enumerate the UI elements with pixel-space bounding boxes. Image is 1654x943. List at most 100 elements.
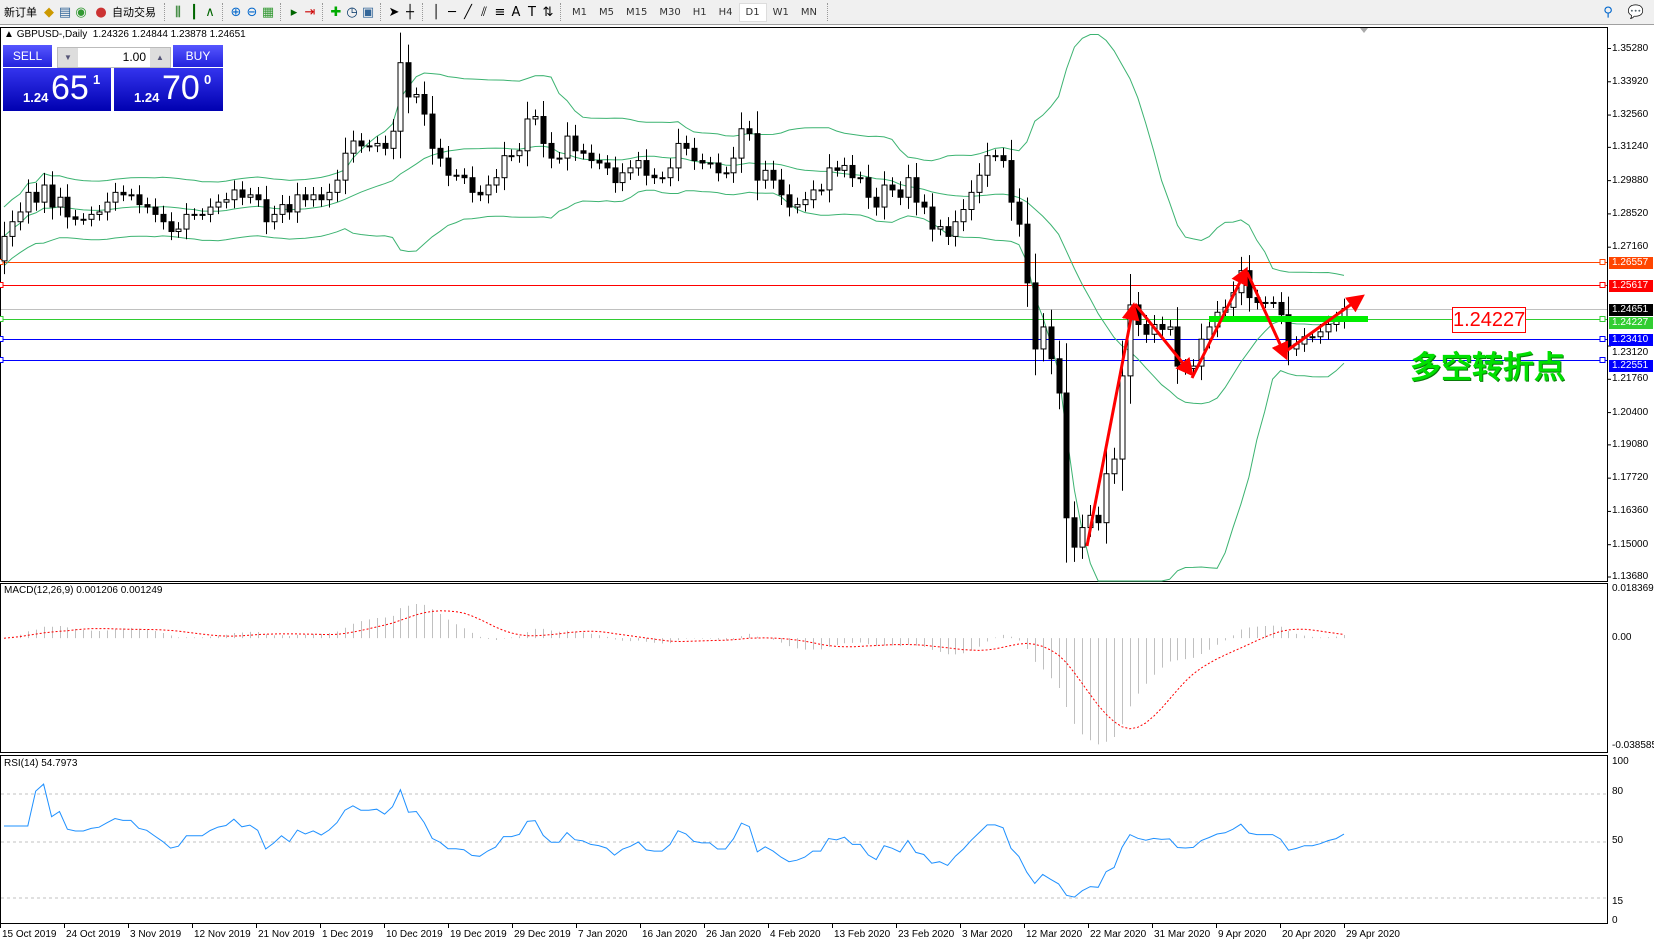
bearish-candle	[873, 196, 880, 208]
trendline-icon[interactable]: ╱	[464, 4, 472, 20]
bearish-candle	[120, 191, 127, 196]
bearish-candle	[1016, 201, 1023, 225]
bullish-candle	[1262, 301, 1269, 304]
text-icon[interactable]: A	[511, 4, 521, 20]
periods-icon[interactable]: ◷	[346, 4, 358, 20]
bearish-candle	[1048, 326, 1055, 360]
timeframe-m1[interactable]: M1	[572, 6, 587, 18]
level-price-label: 1.22551	[1609, 359, 1653, 372]
equidistant-channel-icon[interactable]: ⫽	[481, 4, 487, 20]
templates-icon[interactable]: ▣	[361, 4, 375, 20]
new-order-button[interactable]: 新订单	[0, 1, 41, 23]
market-watch-icon[interactable]: ◆	[44, 4, 54, 20]
crosshair-icon[interactable]: ┼	[406, 4, 414, 20]
price-tick-label: 1.20400	[1612, 406, 1649, 418]
level-handle	[0, 357, 4, 363]
timeframe-m5[interactable]: M5	[599, 6, 614, 18]
timeframe-h4[interactable]: H4	[718, 6, 733, 18]
timeframe-mn[interactable]: MN	[800, 6, 817, 18]
fibonacci-icon[interactable]: ≡	[494, 4, 506, 20]
chat-icon[interactable]: 💬	[1627, 4, 1645, 20]
new-order-label: 新订单	[4, 6, 37, 19]
bullish-candle	[905, 177, 912, 198]
bearish-candle	[286, 204, 293, 213]
bullish-candle	[96, 211, 103, 215]
timeframe-h1[interactable]: H1	[692, 6, 707, 18]
toolbar: 新订单 ◆ ▤ ◉ ● 自动交易 ⫼ ┃ ∧ ⊕ ⊖ ▦ ▸ ⇥ ✚ ◷ ▣ ➤ …	[0, 0, 1654, 25]
sell-button[interactable]: SELL	[3, 45, 52, 67]
price-annotation-box[interactable]: 1.24227	[1452, 307, 1526, 333]
bearish-candle	[889, 184, 896, 191]
arrows-icon[interactable]: ⇅	[542, 4, 554, 20]
turning-point-annotation[interactable]: 多空转折点	[1410, 350, 1565, 386]
bullish-candle	[1206, 326, 1213, 340]
bullish-candle	[1167, 326, 1174, 330]
bearish-candle	[929, 206, 936, 230]
macd-axis-max: 0.018369	[1612, 583, 1654, 594]
timeframe-w1[interactable]: W1	[772, 6, 789, 18]
lot-size-value: 1.00	[122, 50, 146, 64]
lot-size-input[interactable]: ▼ 1.00 ▲	[57, 47, 171, 68]
price-tick-label: 1.27160	[1612, 241, 1649, 253]
bullish-candle	[762, 169, 769, 181]
sell-price-button[interactable]: 1.24 65 1	[3, 68, 111, 111]
signals-icon[interactable]: ◉	[75, 4, 87, 20]
buy-price-fraction: 0	[204, 72, 212, 87]
buy-price-button[interactable]: 1.24 70 0	[114, 68, 223, 111]
timeframe-m15[interactable]: M15	[626, 6, 648, 18]
horizontal-line-icon[interactable]: ─	[448, 4, 456, 20]
bullish-candle	[493, 177, 500, 186]
bearish-candle	[1032, 282, 1039, 350]
timeframe-m30[interactable]: M30	[659, 6, 681, 18]
bullish-candle	[826, 167, 833, 191]
zoom-out-icon[interactable]: ⊖	[246, 4, 258, 20]
bearish-candle	[1024, 223, 1031, 284]
trend-arrow	[1245, 271, 1289, 361]
bullish-candle	[508, 155, 515, 158]
lot-increase-icon[interactable]: ▲	[150, 48, 170, 67]
timeframe-d1[interactable]: D1	[738, 2, 767, 22]
collapse-triangle-icon[interactable]: ▲	[4, 29, 17, 40]
auto-trading-button[interactable]: ● 自动交易	[89, 1, 160, 23]
lot-decrease-icon[interactable]: ▼	[58, 48, 78, 67]
search-icon[interactable]: ⚲	[1603, 4, 1613, 20]
auto-trading-label: 自动交易	[112, 6, 156, 19]
bullish-candle	[80, 218, 87, 221]
toolbar-separator	[380, 3, 382, 21]
data-window-icon[interactable]: ▤	[58, 4, 72, 20]
cursor-icon[interactable]: ➤	[388, 4, 400, 20]
vertical-line-icon[interactable]: │	[432, 4, 440, 20]
zoom-in-icon[interactable]: ⊕	[230, 4, 242, 20]
auto-scroll-icon[interactable]: ▸	[290, 4, 298, 20]
level-handle	[0, 316, 4, 322]
level-handle	[0, 259, 4, 265]
chart-shift-icon[interactable]: ⇥	[304, 4, 316, 20]
time-tick-label: 12 Mar 2020	[1026, 929, 1083, 940]
bearish-candle	[588, 152, 595, 162]
bar-chart-icon[interactable]: ⫼	[175, 4, 181, 20]
bollinger-upper-band	[3, 34, 1345, 276]
text-label-icon[interactable]: T	[528, 4, 536, 20]
bullish-candle	[57, 196, 64, 208]
bearish-candle	[754, 133, 761, 181]
tile-windows-icon[interactable]: ▦	[261, 4, 275, 20]
time-tick-label: 20 Apr 2020	[1282, 929, 1336, 940]
candlestick-icon[interactable]: ┃	[190, 4, 198, 20]
indicators-icon[interactable]: ✚	[330, 4, 342, 20]
buy-button[interactable]: BUY	[173, 45, 223, 67]
level-price-label: 1.24651	[1609, 303, 1653, 316]
bearish-candle	[580, 150, 587, 154]
bullish-candle	[413, 93, 420, 98]
bearish-candle	[318, 194, 325, 201]
bullish-candle	[183, 213, 190, 230]
bullish-candle	[104, 201, 111, 213]
bearish-candle	[33, 191, 40, 203]
bullish-candle	[635, 160, 642, 169]
bullish-candle	[453, 174, 460, 177]
bullish-candle	[1040, 326, 1047, 350]
line-chart-icon[interactable]: ∧	[205, 4, 215, 20]
bearish-candle	[913, 177, 920, 203]
bullish-candle	[397, 62, 404, 132]
time-tick-label: 7 Jan 2020	[578, 929, 628, 940]
